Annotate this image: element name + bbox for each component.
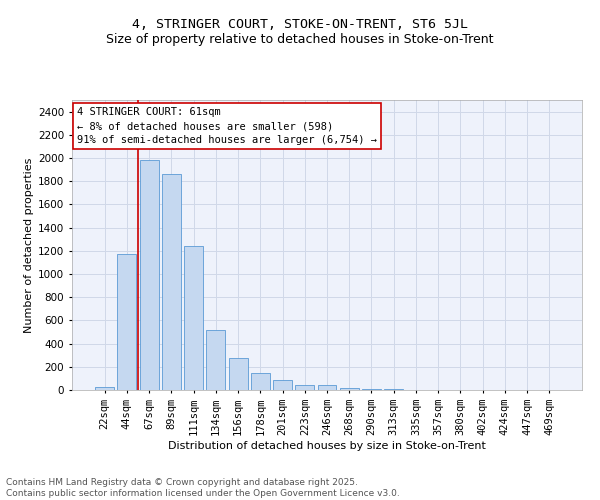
Bar (206, 330, 225, 390)
Text: Contains HM Land Registry data © Crown copyright and database right 2025.
Contai: Contains HM Land Registry data © Crown c… (6, 478, 400, 498)
Bar (317, 386, 337, 390)
Text: Size of property relative to detached houses in Stoke-on-Trent: Size of property relative to detached ho… (106, 32, 494, 46)
Bar (95, 387, 114, 390)
Bar (140, 160, 158, 390)
Bar (362, 388, 381, 390)
Bar (229, 358, 248, 390)
Bar (251, 372, 270, 390)
Y-axis label: Number of detached properties: Number of detached properties (24, 158, 34, 332)
Bar (118, 254, 136, 390)
Text: 4 STRINGER COURT: 61sqm
← 8% of detached houses are smaller (598)
91% of semi-de: 4 STRINGER COURT: 61sqm ← 8% of detached… (77, 108, 377, 146)
Bar (340, 388, 359, 390)
Text: 4, STRINGER COURT, STOKE-ON-TRENT, ST6 5JL: 4, STRINGER COURT, STOKE-ON-TRENT, ST6 5… (132, 18, 468, 30)
X-axis label: Distribution of detached houses by size in Stoke-on-Trent: Distribution of detached houses by size … (168, 440, 486, 450)
Bar (162, 174, 181, 390)
Bar (184, 246, 203, 390)
Bar (295, 385, 314, 390)
Bar (273, 380, 292, 390)
